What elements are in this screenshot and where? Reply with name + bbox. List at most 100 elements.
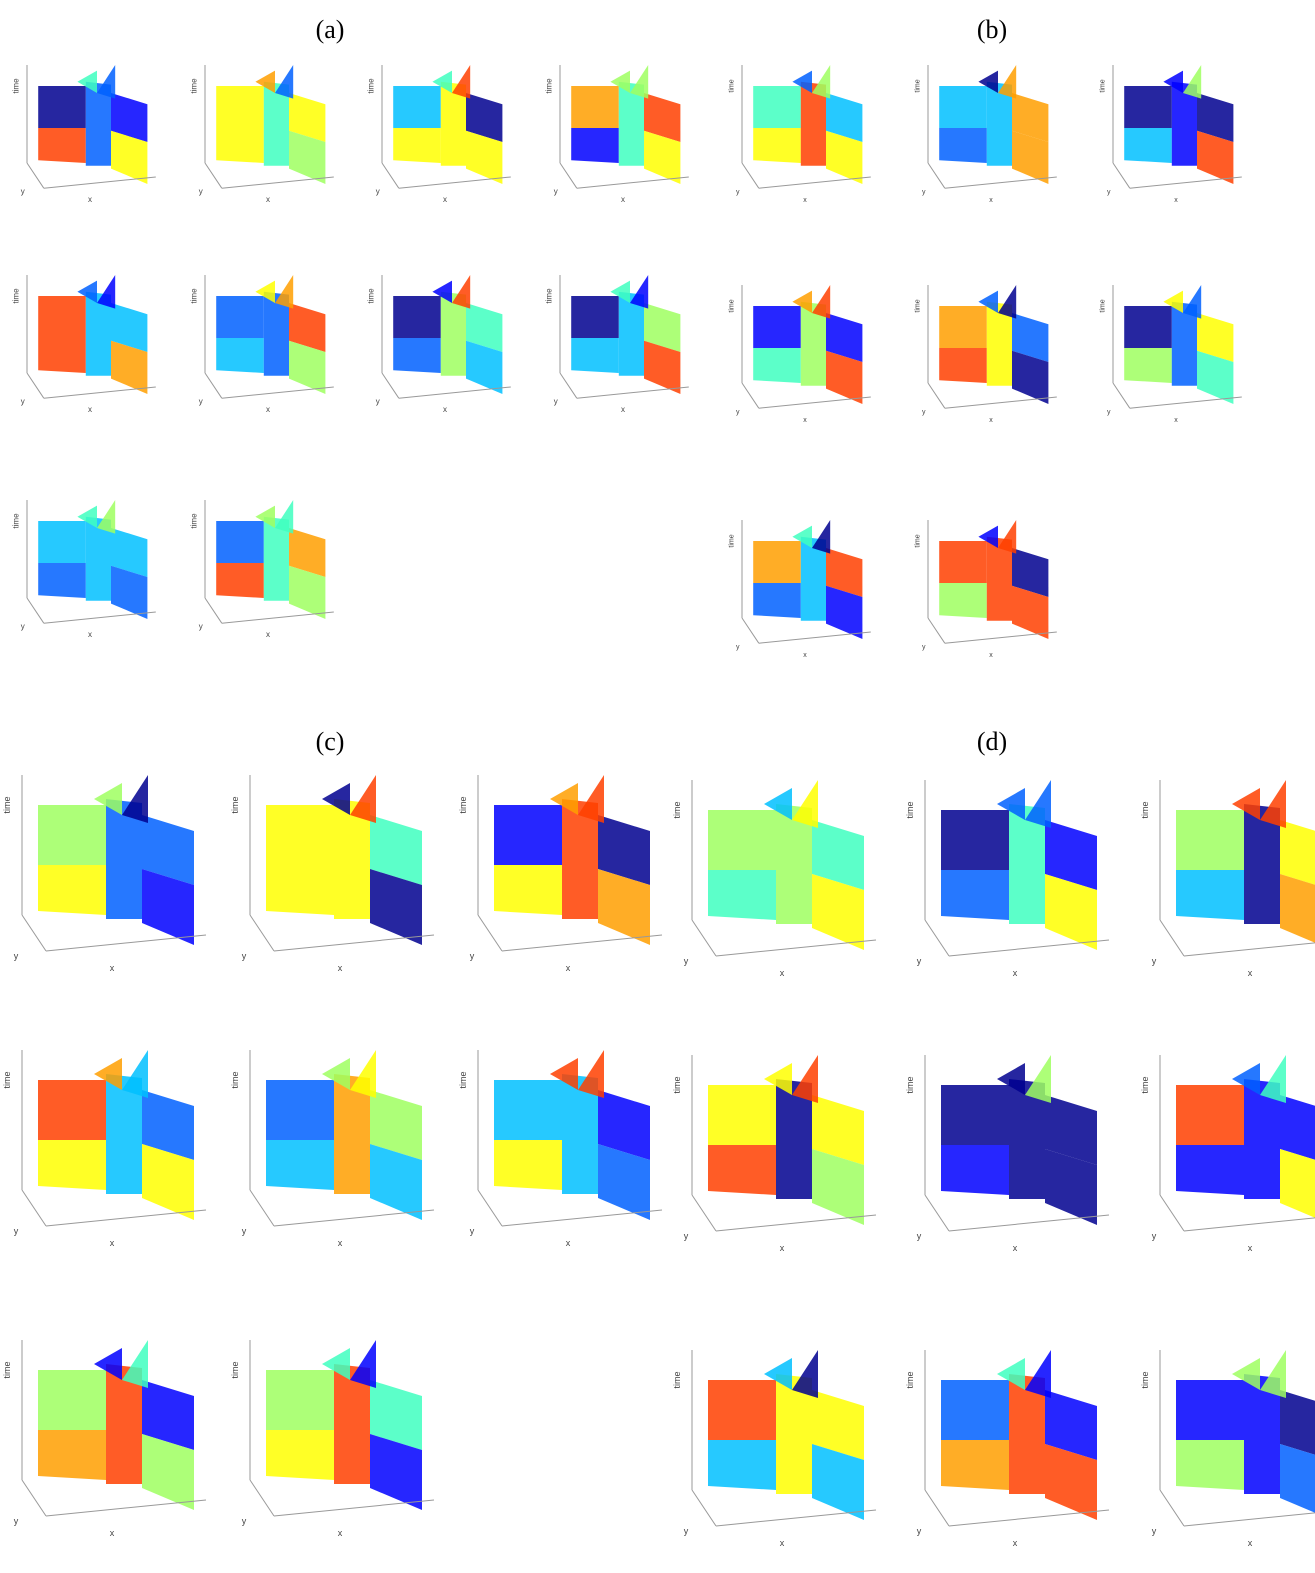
plot-surface [466, 303, 503, 352]
plot-surface [644, 130, 681, 184]
plot-surface [1280, 820, 1315, 885]
plot-surface [1176, 1380, 1244, 1440]
axis-label: time [12, 513, 21, 529]
plot-surface [85, 291, 111, 376]
plot-surface [111, 93, 148, 142]
plot-surface [826, 350, 863, 404]
plot-surface [106, 1364, 142, 1484]
plot-surface [644, 340, 681, 394]
plot-surface [800, 81, 826, 166]
axis-label: x [780, 1538, 785, 1548]
plot-surface [85, 81, 111, 166]
axis-label: time [12, 78, 21, 94]
plot-surface [432, 70, 452, 93]
plot-surface [708, 1145, 776, 1195]
axis-line [1112, 382, 1131, 409]
plot-surface [1009, 804, 1045, 924]
axis-label: y [199, 622, 203, 631]
axis-label: y [470, 1226, 475, 1236]
axis-label: x [1013, 1243, 1018, 1253]
plot-surface [998, 285, 1017, 319]
plot-surface [106, 799, 142, 919]
axis-label: x [266, 405, 270, 414]
axis-label: time [190, 513, 199, 529]
plot-surface [1280, 1095, 1315, 1160]
axis-label: time [672, 1371, 682, 1388]
axis-label: time [905, 1076, 915, 1093]
plot-surface [764, 1358, 792, 1390]
plot-surface [708, 810, 776, 870]
panel-label: (b) [977, 15, 1007, 44]
axis-label: x [803, 197, 807, 204]
plot-surface [38, 865, 106, 915]
plot-surface [610, 280, 630, 303]
axis-label: y [21, 187, 25, 196]
plot-surface [38, 1370, 106, 1430]
plot-surface [350, 1050, 376, 1098]
axis-label: time [190, 78, 199, 94]
axis-line [741, 617, 760, 644]
axis-label: x [621, 195, 625, 204]
plot-surface [1124, 348, 1172, 383]
plot-surface [941, 1085, 1009, 1145]
plot-surface [370, 1434, 422, 1510]
axis-line [1183, 1512, 1315, 1527]
axis-label: x [803, 652, 807, 659]
plot-surface [1012, 585, 1049, 639]
plot-surface [255, 280, 275, 303]
plot-surface [1232, 1063, 1260, 1095]
axis-label: x [989, 417, 993, 424]
plot-surface [111, 340, 148, 394]
axis-label: x [88, 195, 92, 204]
axis-label: y [470, 951, 475, 961]
axis-line [691, 1489, 717, 1527]
plot-surface [322, 783, 350, 815]
plot-surface [753, 348, 801, 383]
plot-surface [941, 1145, 1009, 1195]
plot-surface [255, 505, 275, 528]
plot-surface [562, 799, 598, 919]
plot-surface [764, 788, 792, 820]
plot-surface [289, 565, 326, 619]
plot-surface [1260, 780, 1286, 828]
plot-surface [1009, 1079, 1045, 1199]
axis-label: x [110, 1528, 115, 1538]
axis-label: y [242, 1226, 247, 1236]
axis-label: time [1100, 79, 1107, 92]
plot-surface [38, 86, 86, 128]
plot-surface [1045, 820, 1097, 890]
axis-label: time [915, 79, 922, 92]
plot-surface [1045, 1149, 1097, 1225]
plot-surface [792, 70, 812, 93]
axis-line [559, 162, 578, 189]
plot-surface [1232, 1358, 1260, 1390]
axis-line [249, 914, 275, 952]
axis-line [381, 162, 400, 189]
axis-label: x [566, 963, 571, 973]
plot-surface [266, 1140, 334, 1190]
axis-line [927, 162, 946, 189]
plot-surface [266, 865, 334, 915]
plot-surface [38, 521, 86, 563]
plot-surface [1197, 130, 1234, 184]
axis-line [741, 382, 760, 409]
plot-surface [812, 1444, 864, 1520]
axis-line [204, 162, 223, 189]
axis-label: y [684, 956, 689, 966]
plot-surface [1197, 313, 1234, 362]
axis-label: time [1140, 801, 1150, 818]
plot-surface [978, 70, 998, 93]
plot-surface [812, 520, 831, 554]
plot-surface [289, 93, 326, 142]
plot-surface [94, 1348, 122, 1380]
axis-label: y [922, 644, 926, 651]
plot-surface [440, 291, 466, 376]
plot-surface [466, 340, 503, 394]
plot-surface [1045, 1095, 1097, 1165]
axis-label: time [230, 1071, 240, 1088]
axis-label: y [917, 956, 922, 966]
plot-surface [792, 525, 812, 548]
plot-surface [753, 128, 801, 163]
plot-surface [1124, 86, 1172, 128]
plot-surface [571, 128, 619, 163]
